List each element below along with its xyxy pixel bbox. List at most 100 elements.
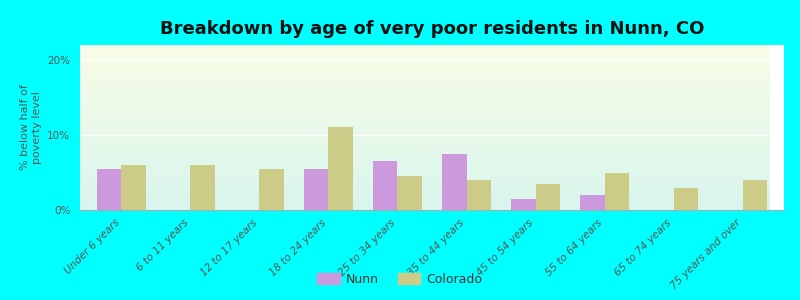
Bar	[80, 89, 770, 90]
Bar	[80, 63, 770, 64]
Bar	[80, 140, 770, 141]
Bar	[80, 45, 770, 46]
Bar	[80, 96, 770, 97]
Bar	[190, 165, 214, 210]
Bar	[80, 156, 770, 157]
Bar	[80, 130, 770, 131]
Bar	[80, 125, 770, 126]
Bar	[80, 208, 770, 209]
Bar	[80, 162, 770, 163]
Bar	[80, 188, 770, 189]
Bar	[511, 199, 535, 210]
Bar	[80, 184, 770, 185]
Bar	[80, 121, 770, 122]
Bar	[80, 182, 770, 183]
Bar	[80, 71, 770, 72]
Bar	[80, 153, 770, 154]
Bar	[80, 200, 770, 201]
Title: Breakdown by age of very poor residents in Nunn, CO: Breakdown by age of very poor residents …	[160, 20, 704, 38]
Bar	[98, 169, 122, 210]
Bar	[259, 169, 284, 210]
Bar	[304, 169, 329, 210]
Bar	[80, 68, 770, 69]
Bar	[80, 57, 770, 58]
Bar	[80, 160, 770, 161]
Bar	[80, 73, 770, 74]
Bar	[80, 166, 770, 167]
Bar	[80, 185, 770, 186]
Bar	[80, 107, 770, 108]
Bar	[80, 194, 770, 195]
Bar	[80, 174, 770, 175]
Bar	[80, 65, 770, 66]
Bar	[80, 67, 770, 68]
Bar	[80, 112, 770, 113]
Bar	[80, 170, 770, 171]
Bar	[80, 80, 770, 81]
Bar	[80, 60, 770, 61]
Bar	[80, 154, 770, 155]
Bar	[80, 189, 770, 190]
Legend: Nunn, Colorado: Nunn, Colorado	[312, 268, 488, 291]
Bar	[80, 158, 770, 159]
Bar	[674, 188, 698, 210]
Bar	[80, 144, 770, 145]
Bar	[80, 117, 770, 118]
Bar	[80, 205, 770, 206]
Bar	[80, 173, 770, 174]
Bar	[80, 150, 770, 151]
Bar	[122, 165, 146, 210]
Bar	[80, 131, 770, 132]
Bar	[80, 49, 770, 50]
Bar	[80, 161, 770, 162]
Bar	[80, 191, 770, 192]
Bar	[80, 115, 770, 116]
Bar	[80, 85, 770, 86]
Bar	[80, 119, 770, 120]
Bar	[80, 56, 770, 57]
Bar	[80, 160, 770, 161]
Bar	[80, 147, 770, 148]
Bar	[80, 75, 770, 76]
Bar	[80, 124, 770, 125]
Bar	[80, 51, 770, 52]
Bar	[80, 138, 770, 139]
Bar	[80, 72, 770, 73]
Bar	[80, 82, 770, 83]
Bar	[80, 157, 770, 158]
Bar	[80, 204, 770, 205]
Bar	[80, 90, 770, 91]
Bar	[80, 132, 770, 133]
Bar	[80, 110, 770, 111]
Bar	[80, 151, 770, 152]
Bar	[80, 105, 770, 106]
Bar	[80, 198, 770, 199]
Bar	[80, 61, 770, 62]
Bar	[80, 133, 770, 134]
Bar	[80, 99, 770, 100]
Bar	[80, 77, 770, 78]
Bar	[80, 179, 770, 180]
Bar	[329, 128, 353, 210]
Bar	[80, 195, 770, 196]
Bar	[80, 187, 770, 188]
Bar	[80, 207, 770, 208]
Bar	[80, 129, 770, 130]
Bar	[80, 126, 770, 127]
Bar	[80, 55, 770, 56]
Bar	[80, 103, 770, 104]
Bar	[80, 155, 770, 156]
Bar	[80, 135, 770, 136]
Bar	[80, 164, 770, 165]
Bar	[80, 127, 770, 128]
Bar	[80, 69, 770, 70]
Bar	[80, 183, 770, 184]
Bar	[80, 92, 770, 93]
Bar	[580, 195, 605, 210]
Bar	[80, 193, 770, 194]
Bar	[80, 53, 770, 54]
Bar	[80, 70, 770, 71]
Bar	[80, 94, 770, 95]
Bar	[80, 177, 770, 178]
Bar	[80, 46, 770, 47]
